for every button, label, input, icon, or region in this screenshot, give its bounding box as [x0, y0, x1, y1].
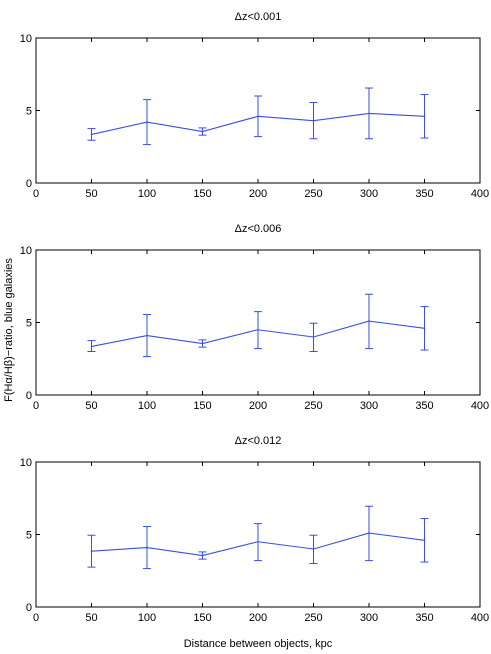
x-tick-label: 200: [249, 400, 267, 412]
chart-panel-1: Δz<0.001 0 50 100 150 200 250 300 350 400 0 5 10: [20, 11, 489, 200]
y-tick-label: 10: [20, 457, 32, 469]
x-tick-label: 150: [193, 400, 211, 412]
data-point: [312, 548, 315, 550]
x-tick-label: 100: [138, 400, 156, 412]
x-tick-label: 400: [471, 188, 489, 200]
x-tick-label: 350: [415, 612, 433, 624]
data-point: [201, 342, 204, 345]
panel-title: Δz<0.012: [235, 435, 282, 447]
data-point: [423, 115, 426, 118]
x-tick-label: 300: [360, 400, 378, 412]
data-point: [423, 327, 426, 330]
data-point: [312, 336, 315, 338]
panel-title: Δz<0.006: [235, 223, 282, 235]
data-point: [257, 115, 259, 118]
y-tick-label: 10: [20, 245, 32, 257]
y-tick-label: 5: [26, 318, 32, 330]
x-tick-label: 50: [85, 612, 97, 624]
x-axis-label: Distance between objects, kpc: [184, 638, 333, 650]
y-tick-label: 10: [20, 33, 32, 45]
data-point: [146, 546, 148, 549]
data-point: [368, 112, 370, 115]
data-point: [368, 532, 370, 534]
y-tick-label: 0: [26, 390, 32, 402]
data-point: [146, 121, 148, 123]
data-point: [257, 540, 259, 543]
x-tick-label: 350: [415, 188, 433, 200]
x-tick-label: 0: [33, 188, 39, 200]
data-point: [90, 133, 93, 136]
x-tick-label: 200: [249, 188, 267, 200]
x-tick-label: 200: [249, 612, 267, 624]
x-tick-label: 400: [471, 400, 489, 412]
y-tick-label: 5: [26, 530, 32, 542]
data-point: [201, 554, 204, 557]
x-tick-label: 250: [304, 612, 322, 624]
x-tick-label: 150: [193, 612, 211, 624]
x-tick-label: 0: [33, 612, 39, 624]
x-tick-label: 300: [360, 188, 378, 200]
data-point: [368, 320, 370, 322]
x-tick-label: 300: [360, 612, 378, 624]
panel-title: Δz<0.001: [235, 11, 282, 23]
x-tick-label: 400: [471, 612, 489, 624]
x-tick-label: 350: [415, 400, 433, 412]
y-tick-label: 0: [26, 178, 32, 190]
chart-panel-2: Δz<0.006 0 50 100 150 200 250 300 350 400 0 5 10: [20, 223, 489, 412]
x-tick-label: 100: [138, 612, 156, 624]
y-axis-label: F(Hα/Hβ)−ratio, blue galaxies: [3, 258, 15, 402]
data-point: [423, 539, 426, 542]
data-point: [312, 119, 315, 122]
x-tick-label: 50: [85, 400, 97, 412]
x-tick-label: 100: [138, 188, 156, 200]
data-point: [257, 328, 259, 331]
chart-panel-3: Δz<0.012 0 50 100 150 200 250 300 350 400 0 5 10: [20, 435, 489, 624]
data-point: [201, 130, 204, 133]
data-point: [146, 334, 148, 337]
x-tick-label: 250: [304, 400, 322, 412]
x-tick-label: 150: [193, 188, 211, 200]
y-tick-label: 5: [26, 106, 32, 118]
y-tick-label: 0: [26, 602, 32, 614]
data-point: [90, 345, 93, 348]
x-tick-label: 50: [85, 188, 97, 200]
data-point: [90, 550, 93, 552]
x-tick-label: 0: [33, 400, 39, 412]
x-tick-label: 250: [304, 188, 322, 200]
